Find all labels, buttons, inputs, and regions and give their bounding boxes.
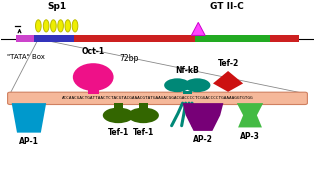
Ellipse shape — [72, 20, 78, 32]
FancyBboxPatch shape — [183, 35, 195, 42]
FancyBboxPatch shape — [34, 35, 74, 42]
Ellipse shape — [36, 20, 41, 32]
Text: GT II-C: GT II-C — [209, 2, 243, 11]
FancyBboxPatch shape — [16, 35, 34, 42]
Ellipse shape — [184, 78, 210, 92]
Polygon shape — [213, 71, 243, 92]
Text: Nf-kB: Nf-kB — [175, 66, 199, 75]
Ellipse shape — [73, 63, 114, 91]
FancyBboxPatch shape — [88, 86, 99, 94]
FancyBboxPatch shape — [8, 92, 307, 104]
Text: ACCAACGACTGATTAACTCTACGTACGAAACGTATGAAGACGGACGACCCCTCGGACCCCTGAAAAGGTGTGG: ACCAACGACTGATTAACTCTACGTACGAAACGTATGAAGA… — [62, 96, 253, 100]
Polygon shape — [183, 103, 223, 131]
Text: AP-1: AP-1 — [19, 137, 39, 146]
Text: Tef-2: Tef-2 — [217, 58, 239, 68]
FancyBboxPatch shape — [270, 35, 299, 42]
Ellipse shape — [43, 20, 49, 32]
Ellipse shape — [65, 20, 71, 32]
FancyBboxPatch shape — [114, 103, 123, 110]
Text: Tef-1: Tef-1 — [133, 128, 154, 136]
Text: "TATA" Box: "TATA" Box — [7, 54, 45, 60]
FancyBboxPatch shape — [195, 35, 270, 42]
Text: 72bp: 72bp — [120, 54, 139, 63]
Text: Sp1: Sp1 — [47, 2, 66, 11]
Ellipse shape — [103, 108, 134, 123]
Ellipse shape — [51, 20, 56, 32]
Polygon shape — [12, 103, 46, 133]
Ellipse shape — [58, 20, 63, 32]
FancyBboxPatch shape — [139, 103, 148, 110]
Text: AP-3: AP-3 — [240, 132, 260, 141]
Text: Tef-1: Tef-1 — [108, 128, 129, 136]
Polygon shape — [237, 103, 263, 127]
Text: Oct-1: Oct-1 — [82, 47, 105, 56]
Ellipse shape — [128, 108, 159, 123]
FancyBboxPatch shape — [74, 35, 183, 42]
FancyBboxPatch shape — [183, 91, 192, 94]
Polygon shape — [192, 22, 205, 35]
Text: AP-2: AP-2 — [193, 135, 213, 144]
Ellipse shape — [164, 78, 190, 92]
